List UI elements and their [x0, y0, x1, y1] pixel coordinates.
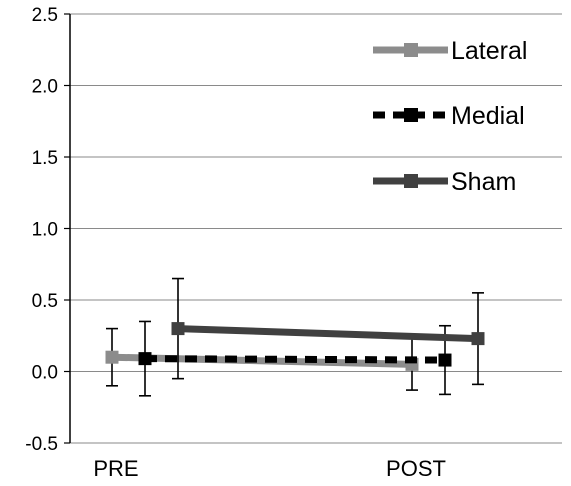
y-axis-ticks: 2.5 2.0 1.5 1.0 0.5 0.0 -0.5: [25, 5, 70, 455]
data-point: [438, 353, 452, 367]
y-tick-label: 1.5: [32, 148, 58, 169]
series-line: [177, 325, 479, 343]
legend-item-medial: Medial: [373, 102, 525, 130]
legend-swatch-marker: [404, 43, 418, 57]
data-point: [138, 352, 152, 366]
series-medial: [138, 320, 452, 397]
series-line: [111, 353, 413, 368]
y-tick-label: -0.5: [25, 434, 58, 455]
x-axis-labels: PRE POST: [93, 456, 446, 481]
series-layer: [105, 277, 485, 397]
legend-swatch-marker: [404, 174, 418, 188]
legend-label: Medial: [451, 102, 525, 130]
y-tick-label: 0.0: [32, 363, 58, 384]
series-sham: [171, 277, 485, 386]
legend-item-sham: Sham: [373, 168, 516, 196]
x-tick-label: POST: [386, 456, 446, 481]
y-tick-label: 2.5: [32, 5, 58, 26]
x-tick-label: PRE: [93, 456, 138, 481]
series-line: [144, 355, 446, 364]
data-point: [105, 350, 119, 364]
legend-label: Sham: [451, 168, 516, 196]
gridlines: [70, 13, 562, 444]
data-point: [171, 322, 185, 336]
y-tick-label: 1.0: [32, 220, 58, 241]
data-point: [471, 332, 485, 346]
legend-swatch-marker: [404, 108, 418, 122]
legend-label: Lateral: [451, 37, 527, 65]
y-tick-label: 2.0: [32, 77, 58, 98]
legend: Lateral Medial Sham: [373, 37, 527, 196]
legend-item-lateral: Lateral: [373, 37, 527, 65]
y-tick-label: 0.5: [32, 291, 58, 312]
